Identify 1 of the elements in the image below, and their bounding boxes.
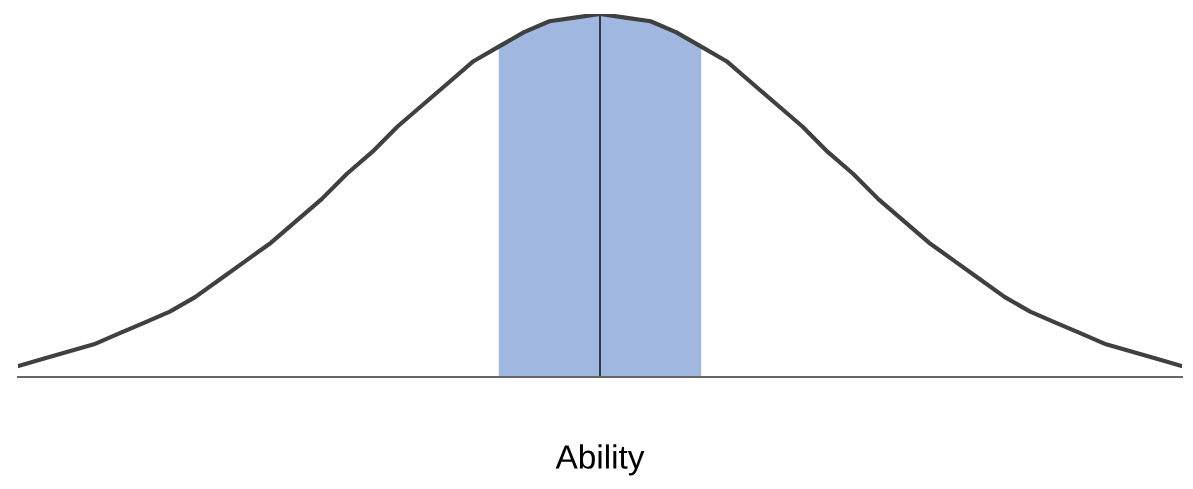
x-axis-title: Ability	[555, 444, 645, 476]
